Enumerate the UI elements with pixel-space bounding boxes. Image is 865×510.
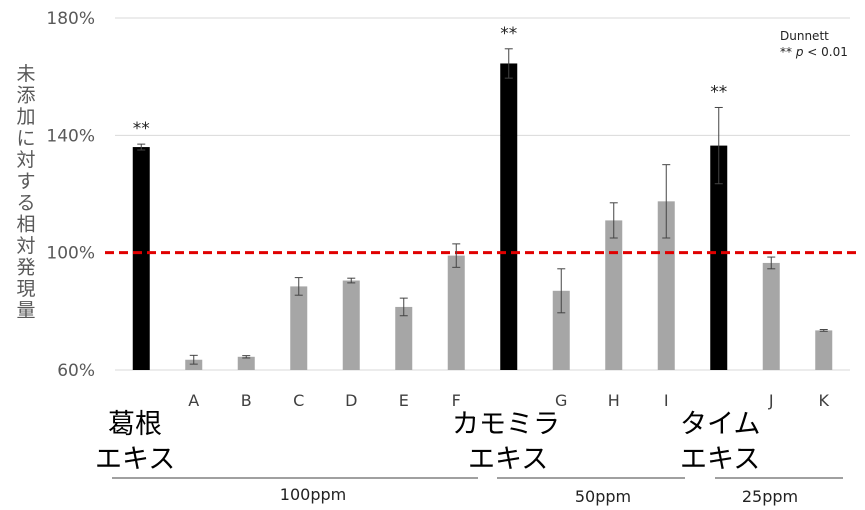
bar [815,330,833,370]
category-label: F [452,391,461,410]
concentration-label-50ppm: 50ppm [575,487,631,506]
concentration-label-25ppm: 25ppm [742,487,798,506]
bar [290,286,308,370]
bar [762,262,780,370]
group-label-kakkon-line1: 葛根 [108,409,162,440]
bar [500,63,518,370]
bar [447,255,465,370]
y-axis-label: 未添加に対する相対発現量 [16,63,35,322]
annotation-pvalue: ** p < 0.01 [780,45,848,59]
group-label-thyme-line1: タイム [680,409,760,440]
group-label-thyme-line2: エキス [680,444,760,475]
bar [342,280,360,370]
category-label: A [188,391,199,410]
category-label: K [819,391,830,410]
bar [395,306,413,370]
significance-mark: ** [500,24,517,44]
significance-mark: ** [710,82,727,102]
concentration-label-100ppm: 100ppm [280,485,346,504]
y-tick-label: 140% [46,126,95,146]
bar [237,356,255,370]
category-label: E [399,391,409,410]
group-label-chamomile-line2: エキス [468,444,548,475]
category-label: H [608,391,620,410]
significance-marks: ** ** ** [133,24,728,139]
y-tick-label: 180% [46,9,95,29]
bars [132,63,833,370]
significance-mark: ** [133,119,150,139]
bar [657,201,675,370]
gridlines [115,17,850,371]
bar [605,220,623,370]
y-tick-labels: 60% 100% 140% 180% [46,9,95,381]
bar [552,290,570,370]
error-bars [137,48,828,365]
category-label: D [345,391,357,410]
y-tick-label: 60% [57,361,95,381]
category-labels: A B C D E F G H I J K [188,391,829,410]
y-tick-label: 100% [46,244,95,264]
category-label: B [241,391,252,410]
category-label: G [555,391,567,410]
bar [132,147,150,370]
category-label: J [768,391,774,410]
category-label: C [293,391,304,410]
bar [710,145,728,370]
group-label-chamomile-line1: カモミラ [452,409,560,440]
category-label: I [664,391,669,410]
group-label-kakkon-line2: エキス [95,444,175,475]
bar [185,359,203,370]
annotation-method: Dunnett [780,29,829,43]
